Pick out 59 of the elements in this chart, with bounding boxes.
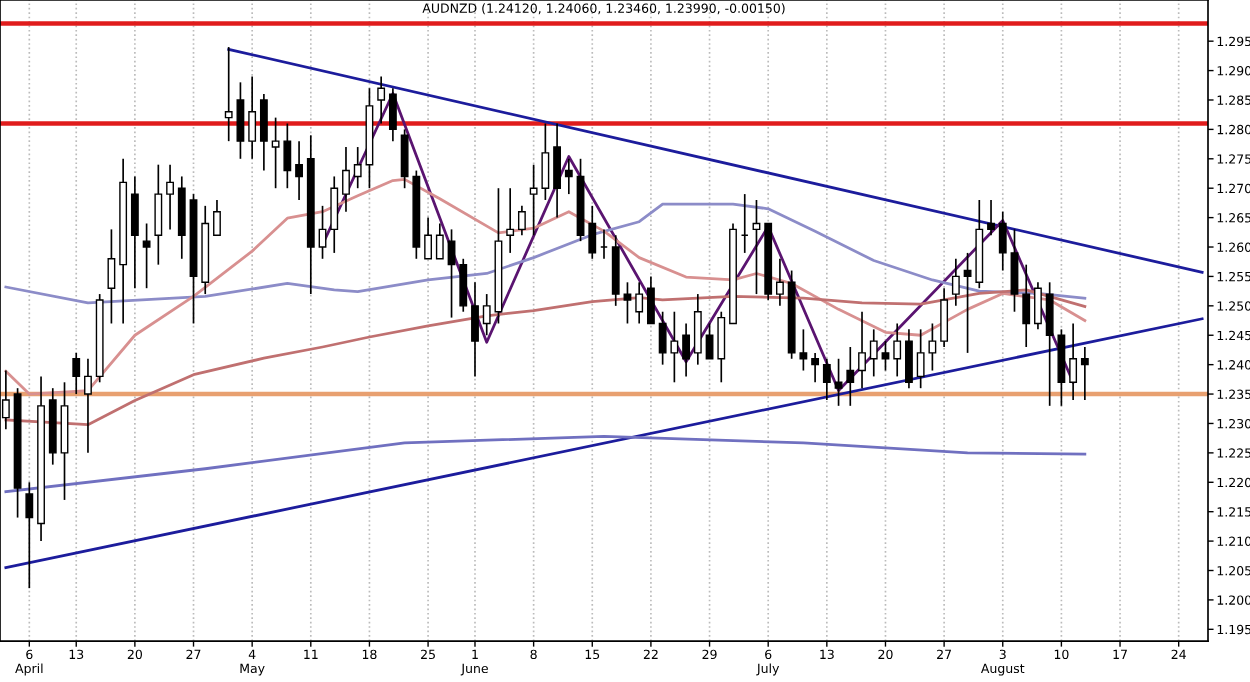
candlestick <box>776 257 784 307</box>
candlestick <box>682 322 691 378</box>
candlestick <box>846 346 855 407</box>
candlestick <box>154 163 163 266</box>
candlestick <box>177 175 186 260</box>
line-series <box>4 288 1087 427</box>
candlestick <box>330 175 339 254</box>
candlestick <box>342 146 350 213</box>
candlestick <box>248 75 257 160</box>
candlestick <box>517 205 526 237</box>
candlestick <box>998 210 1007 272</box>
candlestick <box>471 281 479 378</box>
candlestick <box>869 328 878 378</box>
candlestick <box>1080 346 1089 401</box>
candlestick <box>60 381 69 501</box>
candlestick <box>635 281 644 325</box>
candlestick <box>166 163 174 231</box>
candlestick <box>987 199 995 237</box>
candlestick <box>506 187 515 254</box>
candlestick <box>259 93 268 172</box>
candlestick <box>72 352 81 395</box>
candlestick <box>142 222 151 290</box>
candlestick <box>213 199 221 237</box>
candlestick <box>424 216 432 260</box>
candlestick <box>623 281 632 325</box>
candlestick <box>388 87 397 142</box>
candlestick <box>693 293 702 366</box>
candlestick <box>646 275 655 325</box>
line-series <box>4 435 1087 494</box>
candlestick <box>447 228 456 319</box>
candlestick <box>951 257 960 307</box>
candlestick <box>564 157 573 195</box>
candlestick <box>717 310 726 384</box>
candlestick <box>224 46 233 142</box>
candlestick <box>295 140 303 201</box>
candlestick <box>858 310 866 390</box>
candlestick <box>377 75 386 125</box>
candlestick <box>940 287 949 348</box>
candlestick <box>1010 228 1019 313</box>
candlestick <box>353 146 362 190</box>
candlestick <box>611 234 620 307</box>
candlestick <box>822 357 831 401</box>
candlestick <box>107 228 116 325</box>
candlestick <box>811 352 820 384</box>
candlestick <box>459 257 468 313</box>
candlestick <box>905 328 913 390</box>
candlestick <box>482 293 491 337</box>
candlestick <box>318 205 327 260</box>
candlestick <box>25 481 34 589</box>
candlestick <box>1034 281 1042 331</box>
candlestick <box>1022 263 1031 348</box>
candlestick <box>84 357 92 454</box>
candlestick <box>893 322 902 378</box>
candlestick <box>588 205 597 260</box>
candlestick <box>553 122 562 219</box>
candlestick <box>1069 322 1078 401</box>
candlestick <box>236 81 245 160</box>
candlestick <box>435 222 444 260</box>
candlestick <box>130 175 139 290</box>
